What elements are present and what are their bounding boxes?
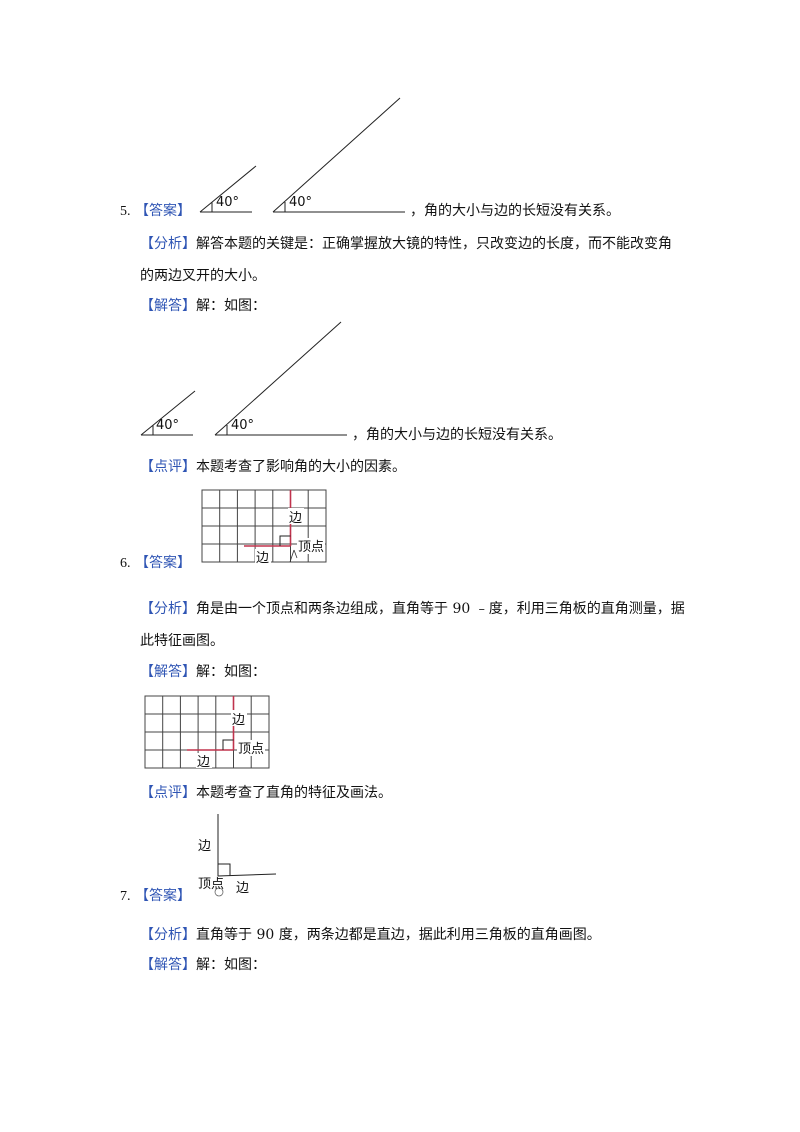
q5-angle-label-small: 40° — [216, 195, 239, 210]
q6-grid-vertex-label: 顶点 — [298, 540, 324, 555]
q7-answer-line: 7. 【答案】 — [120, 886, 191, 907]
q6-comment-line: 【点评】本题考查了直角的特征及画法。 — [140, 783, 392, 803]
q5-comment-line: 【点评】本题考查了影响角的大小的因素。 — [140, 457, 406, 477]
q6-answer-grid-figure: 边 顶点 边 — [201, 489, 327, 566]
q7-solution-line: 【解答】解：如图： — [140, 955, 266, 975]
q6-solution-grid-figure: 边 顶点 边 — [144, 695, 270, 770]
q5-solution-tag: 【解答】 — [140, 298, 196, 314]
q6-comment-text: 本题考查了直角的特征及画法。 — [196, 785, 392, 801]
q7-number: 7. — [120, 889, 131, 904]
q6-analysis-text1: 角是由一个顶点和两条边组成，直角等于 90 ﹣度，利用三角板的直角测量，据 — [196, 601, 685, 617]
q6-analysis-tag: 【分析】 — [140, 601, 196, 617]
q5-solution-answer-text: ，角的大小与边的长短没有关系。 — [352, 427, 562, 443]
q5-solution-figure: 40° 40° — [140, 321, 347, 436]
q7-analysis-text1: 直角等于 90 度，两条边都是直边，据此利用三角板的直角画图。 — [196, 927, 601, 943]
q6-sol-grid-bottom-label: 边 — [197, 755, 210, 770]
q6-sol-grid-side-label: 边 — [232, 713, 245, 728]
q5-angle-label-large: 40° — [289, 195, 312, 210]
q5-analysis-line2: 的两边叉开的大小。 — [140, 268, 266, 284]
q6-sol-grid-vertex-label: 顶点 — [238, 742, 264, 757]
q5-solution-text: 解：如图： — [196, 298, 266, 314]
q5-analysis-text1: 解答本题的关键是：正确掌握放大镜的特性，只改变边的长度，而不能改变角 — [196, 236, 672, 252]
q5-answer-text: ，角的大小与边的长短没有关系。 — [410, 203, 620, 219]
q7-bottom-label: 边 — [236, 881, 249, 896]
q6-number: 6. — [120, 556, 131, 571]
q5-analysis-line1: 【分析】解答本题的关键是：正确掌握放大镜的特性，只改变边的长度，而不能改变角 — [140, 234, 672, 254]
q6-grid-bottom-label: 边 — [256, 551, 269, 566]
q6-analysis-line1: 【分析】角是由一个顶点和两条边组成，直角等于 90 ﹣度，利用三角板的直角测量，… — [140, 599, 685, 619]
q5-sol-angle-label-small: 40° — [156, 418, 179, 433]
q6-answer-tag: 【答案】 — [134, 555, 191, 571]
q7-side-label: 边 — [198, 839, 211, 854]
q7-solution-tag: 【解答】 — [140, 957, 196, 973]
q7-analysis-line1: 【分析】直角等于 90 度，两条边都是直边，据此利用三角板的直角画图。 — [140, 925, 601, 945]
q6-solution-text: 解：如图： — [196, 664, 266, 680]
q6-analysis-line2: 此特征画图。 — [140, 633, 224, 649]
q6-grid-side-label: 边 — [289, 511, 302, 526]
q7-solution-text: 解：如图： — [196, 957, 266, 973]
q5-answer-tag: 【答案】 — [134, 203, 191, 219]
q6-solution-line: 【解答】解：如图： — [140, 662, 266, 682]
q7-vertex-label: 顶点 — [198, 877, 224, 892]
q5-comment-tag: 【点评】 — [140, 459, 196, 475]
q6-answer-line: 6. 【答案】 — [120, 553, 191, 574]
q5-solution-line: 【解答】解：如图： — [140, 296, 266, 316]
q5-comment-text: 本题考查了影响角的大小的因素。 — [196, 459, 406, 475]
q5-answer-line: 5. 【答案】 — [120, 201, 191, 222]
q5-number: 5. — [120, 204, 131, 219]
q5-answer-figure: 40° 40° — [199, 97, 405, 213]
q6-comment-tag: 【点评】 — [140, 785, 196, 801]
q5-sol-angle-label-large: 40° — [231, 418, 254, 433]
q7-analysis-tag: 【分析】 — [140, 927, 196, 943]
q5-analysis-tag: 【分析】 — [140, 236, 196, 252]
q6-solution-tag: 【解答】 — [140, 664, 196, 680]
q7-answer-tag: 【答案】 — [134, 888, 191, 904]
q7-answer-figure: 边 顶点 边 — [198, 814, 277, 897]
